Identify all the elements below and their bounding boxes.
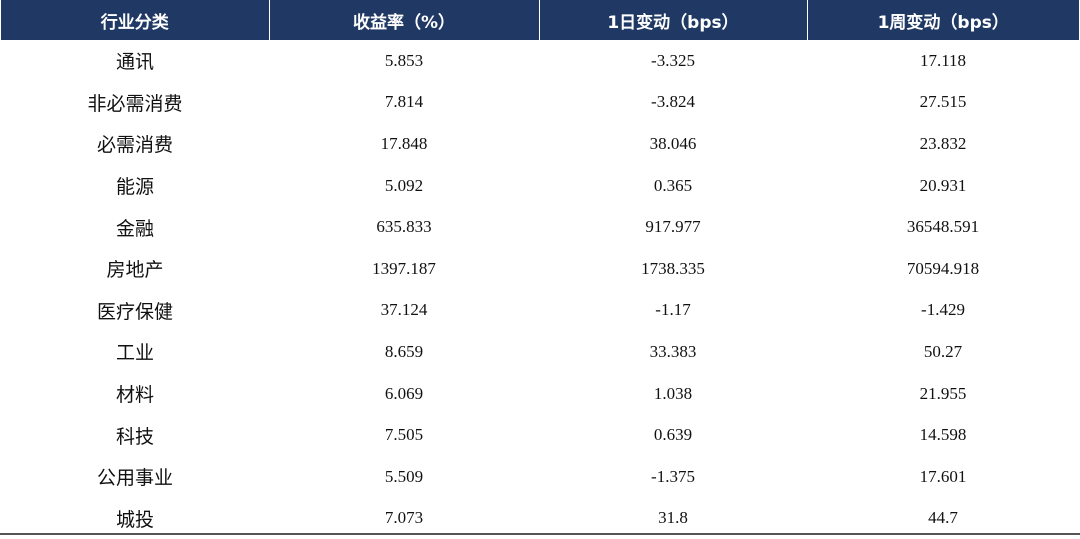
- change-1d-cell: 1.038: [653, 383, 693, 403]
- header-1w-change: 1周变动（bps）: [807, 0, 1079, 40]
- yield-cell: 37.124: [380, 300, 428, 320]
- industry-cell: 金融: [115, 217, 154, 240]
- industry-cell: 材料: [115, 384, 154, 407]
- change-1d-cell: 1738.335: [641, 258, 705, 278]
- yield-cell: 7.505: [384, 425, 424, 445]
- table-row: 必需消费 17.848 38.046 23.832: [1, 123, 1079, 165]
- change-1w-cell: 21.955: [919, 383, 967, 403]
- yield-cell: 8.659: [384, 341, 424, 361]
- table-row: 医疗保健 37.124 -1.17 -1.429: [1, 290, 1079, 332]
- change-1w-cell: 17.601: [919, 466, 967, 486]
- industry-cell: 房地产: [106, 259, 164, 282]
- table-row: 非必需消费 7.814 -3.824 27.515: [1, 82, 1079, 124]
- industry-cell: 医疗保健: [96, 300, 173, 323]
- table-row: 房地产 1397.187 1738.335 70594.918: [1, 248, 1079, 290]
- change-1w-cell: 17.118: [919, 50, 967, 70]
- yield-cell: 17.848: [380, 133, 428, 153]
- industry-cell: 科技: [115, 425, 154, 448]
- table-row: 通讯 5.853 -3.325 17.118: [1, 40, 1079, 82]
- change-1d-cell: 0.639: [653, 425, 693, 445]
- industry-cell: 必需消费: [96, 134, 173, 157]
- change-1w-cell: 44.7: [928, 508, 958, 528]
- yield-cell: 5.092: [384, 175, 424, 195]
- industry-cell: 通讯: [115, 51, 154, 74]
- yield-cell: 5.853: [384, 50, 424, 70]
- change-1w-cell: 27.515: [919, 92, 967, 112]
- industry-cell: 公用事业: [96, 467, 173, 490]
- change-1w-cell: 36548.591: [906, 217, 980, 237]
- change-1d-cell: -3.325: [651, 50, 695, 70]
- header-yield: 收益率（%）: [269, 0, 540, 40]
- table-header: 行业分类 收益率（%） 1日变动（bps） 1周变动（bps）: [1, 0, 1079, 40]
- change-1w-cell: -1.429: [921, 300, 965, 320]
- yield-cell: 7.814: [384, 92, 424, 112]
- header-1d-change: 1日变动（bps）: [539, 0, 808, 40]
- table-row: 金融 635.833 917.977 36548.591: [1, 206, 1079, 248]
- table-body: 通讯 5.853 -3.325 17.118 非必需消费 7.814 -3.824 27.51…: [1, 40, 1079, 539]
- header-row: 行业分类 收益率（%） 1日变动（bps） 1周变动（bps）: [1, 0, 1079, 40]
- change-1d-cell: -3.824: [651, 92, 695, 112]
- yield-cell: 1397.187: [372, 258, 436, 278]
- table-row: 科技 7.505 0.639 14.598: [1, 414, 1079, 456]
- yield-cell: 7.073: [384, 508, 424, 528]
- change-1w-cell: 70594.918: [906, 258, 980, 278]
- change-1w-cell: 20.931: [919, 175, 967, 195]
- industry-cell: 工业: [115, 342, 154, 365]
- change-1d-cell: -1.375: [651, 466, 695, 486]
- table-row: 工业 8.659 33.383 50.27: [1, 331, 1079, 373]
- table-row: 材料 6.069 1.038 21.955: [1, 373, 1079, 415]
- table-row: 能源 5.092 0.365 20.931: [1, 165, 1079, 207]
- bottom-rule: [0, 533, 1080, 535]
- change-1d-cell: 33.383: [649, 341, 697, 361]
- industry-cell: 城投: [115, 508, 154, 531]
- yield-cell: 5.509: [384, 466, 424, 486]
- change-1d-cell: -1.17: [655, 300, 691, 320]
- change-1w-cell: 14.598: [919, 425, 967, 445]
- yield-cell: 635.833: [376, 217, 432, 237]
- yield-cell: 6.069: [384, 383, 424, 403]
- change-1w-cell: 23.832: [919, 133, 967, 153]
- industry-cell: 能源: [115, 176, 154, 199]
- change-1w-cell: 50.27: [923, 341, 963, 361]
- table-row: 公用事业 5.509 -1.375 17.601: [1, 456, 1079, 498]
- industry-cell: 非必需消费: [87, 92, 183, 115]
- change-1d-cell: 0.365: [653, 175, 693, 195]
- change-1d-cell: 38.046: [649, 133, 697, 153]
- change-1d-cell: 917.977: [645, 217, 701, 237]
- table-row: 城投 7.073 31.8 44.7: [1, 498, 1079, 539]
- change-1d-cell: 31.8: [658, 508, 688, 528]
- header-industry: 行业分类: [1, 0, 270, 40]
